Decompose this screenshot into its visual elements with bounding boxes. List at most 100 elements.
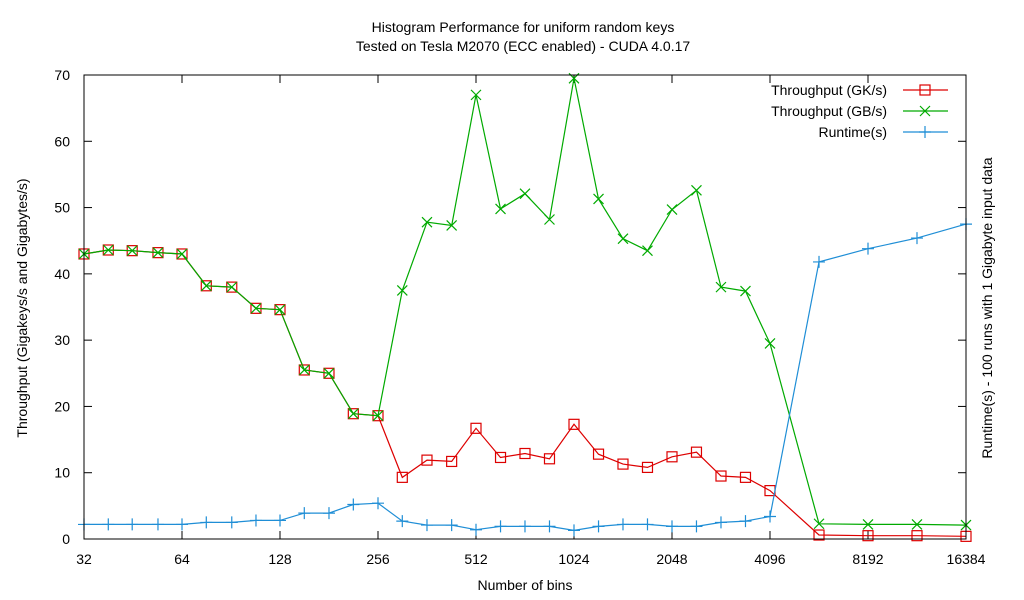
y-tick-label: 20 [54, 398, 70, 414]
series-3-point [592, 520, 605, 533]
series-1-point [543, 453, 556, 465]
series-3-point [910, 232, 923, 245]
series-1-point [690, 446, 703, 458]
series-3-point [200, 516, 213, 529]
series-1-point [323, 367, 335, 379]
series-3-point [494, 520, 507, 533]
series-2-point [617, 233, 629, 245]
series-1-point [298, 364, 310, 376]
series-2-point [911, 518, 923, 530]
series-1-point [568, 418, 580, 430]
series-3-point [764, 510, 776, 523]
series-1-point [446, 455, 458, 468]
series-1-point [813, 529, 825, 541]
series-3-point [126, 518, 139, 531]
series-3-point [813, 255, 826, 268]
series-2-point [347, 408, 359, 420]
series-1-point [592, 448, 605, 460]
series-3-point [176, 518, 188, 531]
series-3-point [298, 507, 311, 520]
chart-title: Histogram Performance for uniform random… [372, 19, 675, 35]
series-2-point [764, 338, 776, 349]
series-1-point [715, 470, 727, 482]
series-1-point [911, 530, 923, 542]
series-3-point [543, 520, 556, 533]
y-tick-label: 40 [54, 266, 70, 282]
series-2-point [446, 220, 458, 231]
series-2-point [642, 245, 653, 257]
series-2-point [740, 285, 751, 297]
series-3-point [568, 524, 580, 537]
legend: Throughput (GK/s) Throughput (GB/s) Runtim… [771, 82, 948, 140]
x-tick-label: 4096 [754, 551, 785, 567]
series-2-point [274, 304, 286, 316]
series-2-point [200, 280, 212, 292]
y-tick-label: 70 [54, 67, 70, 83]
series-3-point [225, 516, 238, 529]
series-2-point [102, 244, 114, 256]
x-tick-label: 32 [76, 551, 92, 567]
series-2-point [519, 188, 531, 200]
series-2-point [372, 410, 384, 422]
legend-marker-2 [919, 105, 931, 117]
x-tick-label: 8192 [852, 551, 883, 567]
series-3-point [445, 519, 458, 532]
series-2-point [126, 245, 138, 257]
y-tick-label: 0 [62, 531, 70, 547]
series-2-point [396, 285, 408, 296]
series-3-point [274, 514, 286, 527]
series-3-point [714, 516, 727, 529]
y-axis-label: Throughput (Gigakeys/s and Gigabytes/s) [14, 178, 30, 437]
series-2-point [298, 364, 310, 376]
legend-label-1: Throughput (GK/s) [771, 82, 887, 98]
series-1-point [739, 471, 752, 483]
series-1-point [617, 458, 629, 470]
series-1-point [666, 451, 678, 463]
series-3-point [322, 507, 335, 520]
series-3-point [690, 520, 703, 533]
series-2 [78, 72, 972, 531]
legend-marker-3 [919, 126, 931, 138]
series-1-point [641, 461, 654, 474]
x-tick-label: 2048 [656, 551, 687, 567]
y-tick-label: 50 [54, 200, 70, 216]
x-tick-label: 512 [464, 551, 488, 567]
series-1-point [470, 422, 482, 434]
series-layer [78, 72, 972, 542]
series-1-point [519, 447, 531, 460]
series-3-point [739, 515, 752, 528]
series-3-point [470, 523, 482, 536]
series-2-point [152, 247, 164, 259]
series-3-point [616, 518, 629, 531]
y-tick-label: 60 [54, 133, 70, 149]
series-3-point [102, 518, 115, 531]
series-3-point [151, 518, 164, 531]
series-2-point [226, 281, 238, 293]
axis-ticks: 32 64 128 256 512 1024 2048 4096 8192 16384 0 10 20 3… [54, 67, 985, 567]
series-2-point [715, 281, 727, 293]
series-3-point [396, 515, 409, 528]
series-2-point [470, 89, 482, 101]
series-1-point [396, 471, 408, 483]
series-2-point [544, 214, 555, 225]
series-2-point [691, 184, 702, 196]
x-tick-label: 256 [366, 551, 390, 567]
series-2-point [176, 248, 188, 260]
series-3-point [862, 242, 874, 255]
x-tick-label: 128 [268, 551, 292, 567]
y2-axis-label: Runtime(s) - 100 runs with 1 Gigabyte in… [979, 157, 995, 458]
series-2-point [666, 204, 678, 215]
series-2-point [813, 518, 825, 530]
x-tick-label: 16384 [947, 551, 986, 567]
series-2-point [593, 193, 604, 205]
series-1-point [494, 451, 507, 464]
series-2-point [495, 203, 506, 215]
legend-label-3: Runtime(s) [819, 124, 887, 140]
series-2-point [421, 216, 433, 228]
series-3-point [249, 514, 262, 527]
legend-label-2: Throughput (GB/s) [771, 103, 887, 119]
series-1-point [421, 454, 433, 466]
x-tick-label: 1024 [558, 551, 589, 567]
